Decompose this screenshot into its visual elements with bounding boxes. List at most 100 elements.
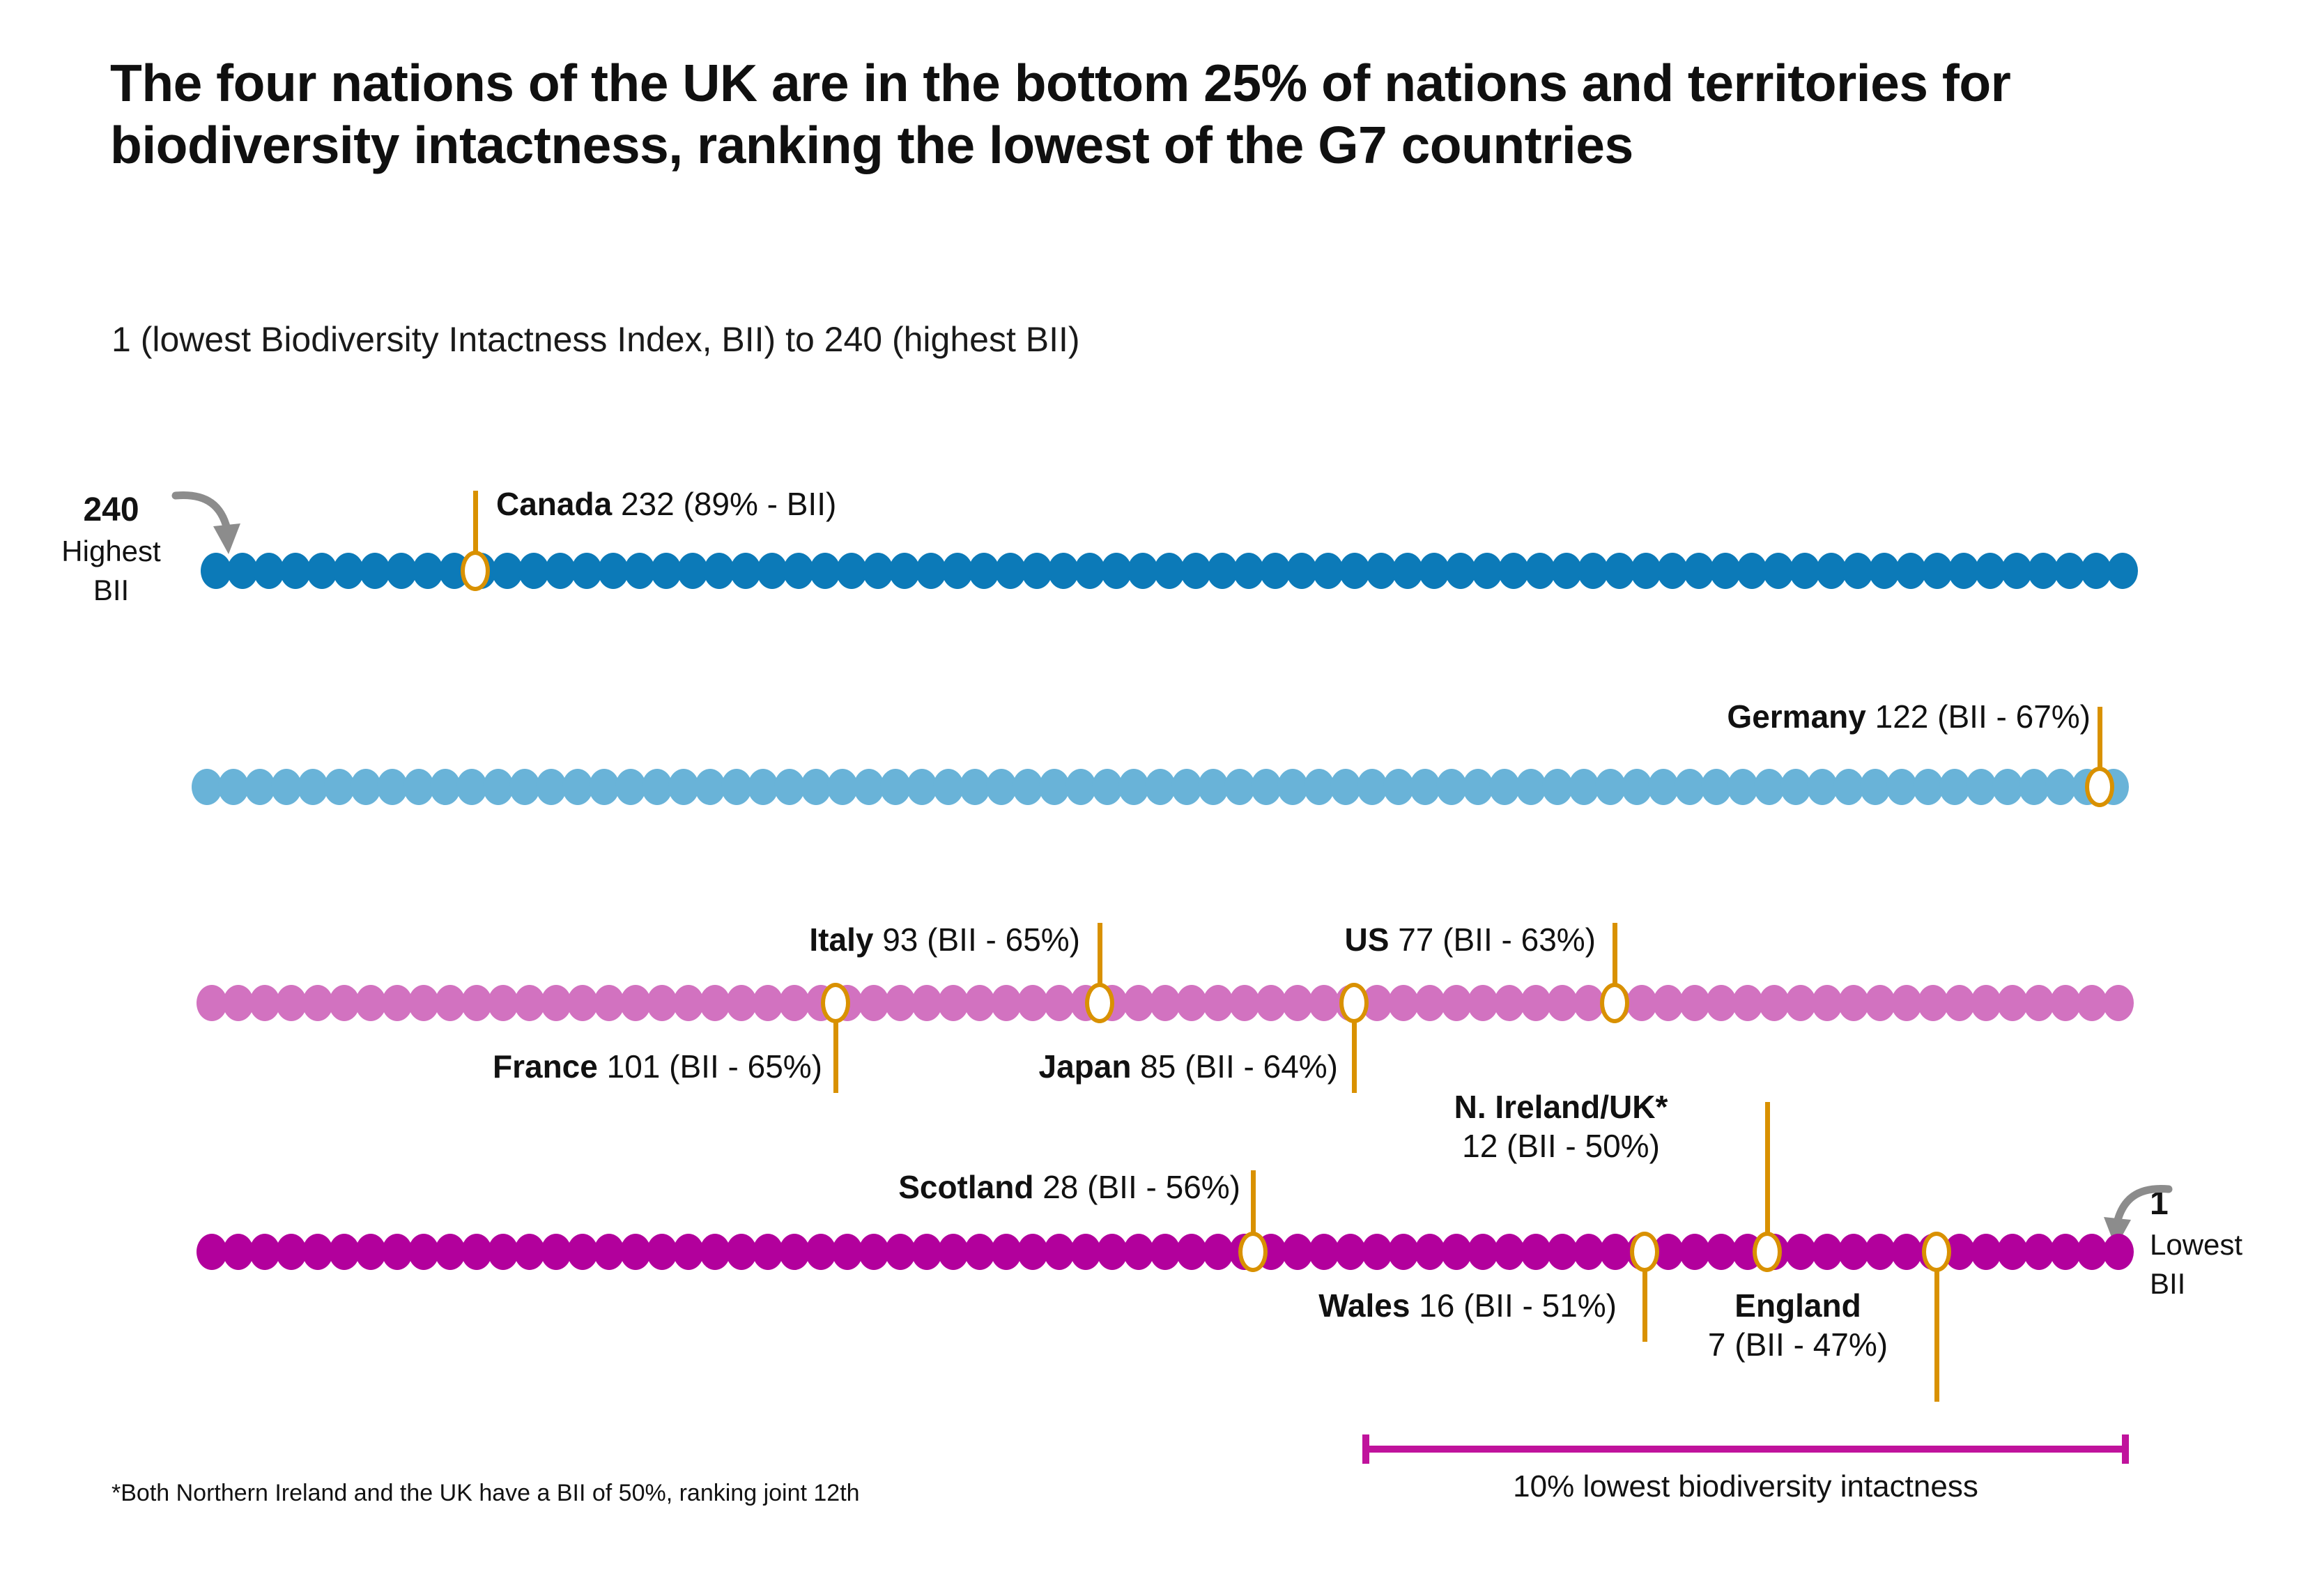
annotation-scotland-name: Scotland — [898, 1169, 1034, 1205]
rank-dot — [1494, 1234, 1525, 1270]
rank-dot — [806, 1234, 836, 1270]
rank-dot — [748, 769, 778, 805]
rank-dot — [1415, 985, 1445, 1021]
rank-dot — [2077, 985, 2107, 1021]
rank-dot — [1971, 1234, 2001, 1270]
rank-dot — [1282, 985, 1313, 1021]
rank-dot — [1388, 1234, 1419, 1270]
rank-dot — [2103, 1234, 2134, 1270]
rank-dot — [276, 985, 307, 1021]
rank-dot — [2077, 1234, 2107, 1270]
marker-stem-wales — [1642, 1262, 1647, 1342]
rank-dot — [911, 985, 942, 1021]
rank-dot — [1309, 1234, 1339, 1270]
rank-dot — [1547, 1234, 1578, 1270]
rank-dot — [567, 1234, 598, 1270]
rank-dot — [1309, 985, 1339, 1021]
rank-dot — [1070, 1234, 1101, 1270]
rank-dot — [594, 985, 624, 1021]
marker-ring-japan[interactable] — [1339, 983, 1369, 1023]
rank-dot — [1595, 769, 1626, 805]
rank-dot — [1092, 769, 1123, 805]
rank-dot — [355, 1234, 386, 1270]
rank-dot — [1445, 553, 1476, 589]
scale-high-line2: BII — [93, 573, 130, 606]
rank-dot — [1472, 553, 1502, 589]
marker-ring-france[interactable] — [821, 983, 850, 1023]
rank-dot — [1441, 1234, 1472, 1270]
rank-dot — [1860, 769, 1891, 805]
marker-stem-scotland — [1251, 1170, 1256, 1241]
rank-dot — [408, 1234, 439, 1270]
rank-dot — [571, 553, 602, 589]
rank-dot — [1812, 985, 1842, 1021]
rank-dot — [964, 985, 995, 1021]
marker-ring-germany[interactable] — [2085, 767, 2114, 807]
rank-dot — [1833, 769, 1864, 805]
rank-dot — [227, 553, 258, 589]
rank-dot — [1895, 553, 1926, 589]
rank-dot — [1918, 985, 1948, 1021]
rank-dot — [1489, 769, 1520, 805]
rank-dot — [541, 985, 571, 1021]
rank-dot — [1388, 985, 1419, 1021]
rank-dot — [2081, 553, 2111, 589]
rank-dot — [355, 985, 386, 1021]
rank-dot — [302, 1234, 333, 1270]
rank-dot — [938, 1234, 969, 1270]
rank-dot — [382, 985, 413, 1021]
rank-dot — [518, 553, 549, 589]
bracket-bar — [1362, 1446, 2129, 1453]
page-title: The four nations of the UK are in the bo… — [110, 54, 2011, 174]
annotation-nireland-value: 12 (BII - 50%) — [1462, 1128, 1660, 1165]
rank-dot — [721, 769, 752, 805]
dot-row-4 — [197, 1234, 2134, 1270]
rank-dot — [276, 1234, 307, 1270]
annotation-japan-name: Japan — [1038, 1048, 1132, 1085]
rank-dot — [889, 553, 920, 589]
rank-dot — [969, 553, 999, 589]
rank-dot — [488, 985, 518, 1021]
rank-dot — [1939, 769, 1970, 805]
rank-dot — [620, 1234, 651, 1270]
marker-stem-japan — [1352, 1013, 1357, 1093]
annotation-france-name: France — [493, 1048, 598, 1085]
marker-ring-england[interactable] — [1922, 1232, 1951, 1272]
rank-dot — [726, 985, 757, 1021]
marker-ring-wales[interactable] — [1630, 1232, 1659, 1272]
marker-ring-nireland[interactable] — [1753, 1232, 1782, 1272]
rank-dot — [598, 553, 629, 589]
rank-dot — [197, 1234, 227, 1270]
scale-low-rank: 1 — [2150, 1185, 2169, 1222]
marker-ring-scotland[interactable] — [1238, 1232, 1268, 1272]
rank-dot — [880, 769, 911, 805]
rank-dot — [624, 553, 655, 589]
rank-dot — [1790, 553, 1820, 589]
rank-dot — [2028, 553, 2058, 589]
marker-ring-us[interactable] — [1600, 983, 1629, 1023]
annotation-canada: Canada 232 (89% - BII) — [496, 484, 836, 523]
lowest-decile-bracket — [1362, 1434, 2129, 1464]
rank-dot — [810, 553, 840, 589]
rank-dot — [245, 769, 275, 805]
rank-dot — [933, 769, 964, 805]
rank-dot — [1812, 1234, 1842, 1270]
rank-dot — [1573, 1234, 1604, 1270]
rank-dot — [1573, 985, 1604, 1021]
rank-dot — [197, 985, 227, 1021]
rank-dot — [1075, 553, 1105, 589]
marker-ring-canada[interactable] — [461, 551, 490, 591]
rank-dot — [1913, 769, 1944, 805]
rank-dot — [1706, 1234, 1737, 1270]
marker-stem-canada — [473, 491, 478, 560]
rank-dot — [594, 1234, 624, 1270]
rank-dot — [1865, 1234, 1895, 1270]
rank-dot — [333, 553, 364, 589]
marker-stem-italy — [1098, 923, 1102, 993]
rank-dot — [403, 769, 434, 805]
annotation-england-value: 7 (BII - 47%) — [1707, 1326, 1888, 1363]
marker-ring-italy[interactable] — [1085, 983, 1114, 1023]
rank-dot — [514, 1234, 545, 1270]
dot-row-2 — [192, 769, 2129, 805]
rank-dot — [1997, 1234, 2028, 1270]
